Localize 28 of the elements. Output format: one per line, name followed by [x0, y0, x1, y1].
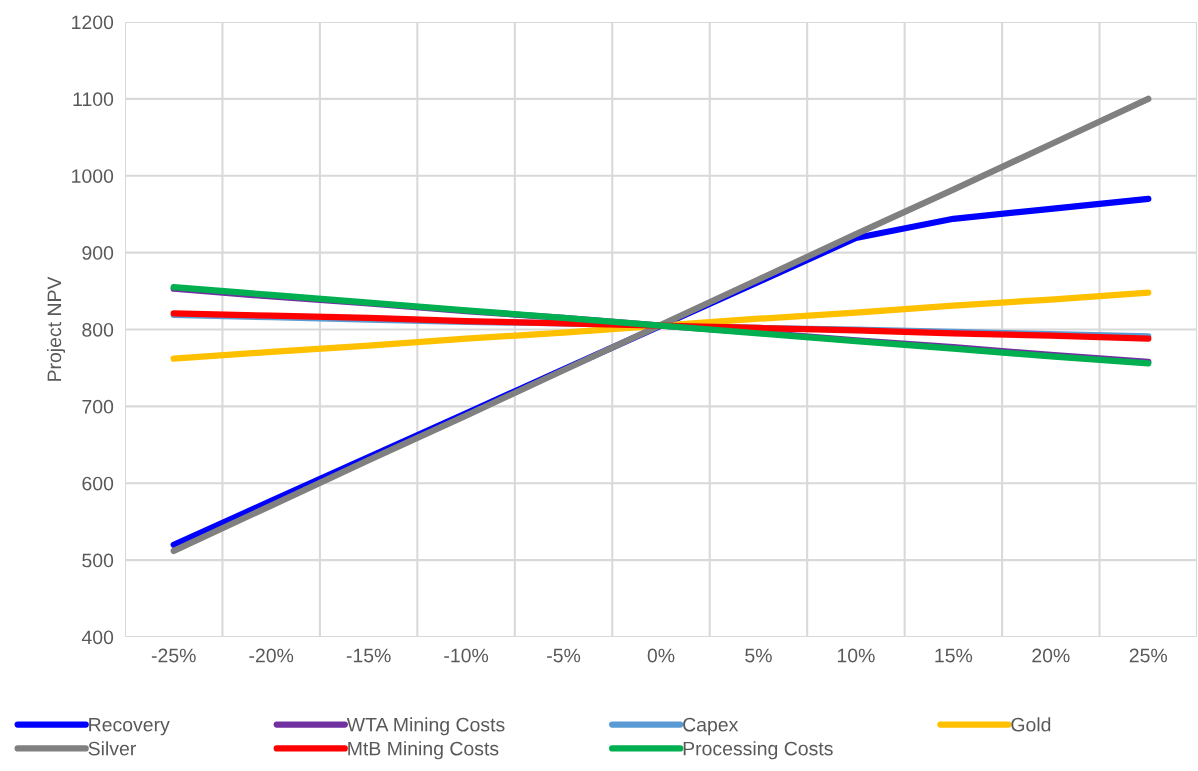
legend-label: Processing Costs [683, 741, 833, 760]
y-axis-title: Project NPV [46, 276, 66, 381]
legend-label: Recovery [89, 717, 170, 736]
y-tick-label: 700 [82, 399, 114, 414]
x-tick-label: -5% [547, 648, 581, 663]
x-tick-label: -15% [346, 648, 391, 663]
legend-label: MtB Mining Costs [348, 741, 499, 760]
y-tick-label: 1100 [73, 92, 114, 107]
x-tick-label: 25% [1129, 648, 1168, 663]
x-tick-label: -10% [444, 648, 489, 663]
y-tick-label: 1000 [72, 169, 114, 183]
x-tick-label: 0% [647, 648, 675, 663]
x-tick-label: -20% [249, 648, 294, 663]
y-tick-label: 900 [82, 246, 114, 260]
legend-label: Capex [683, 717, 739, 736]
x-tick-label: -25% [151, 648, 196, 663]
y-tick-label: 800 [82, 322, 114, 337]
x-tick-label: 15% [935, 648, 973, 663]
x-tick-label: 10% [837, 648, 875, 663]
legend-label: Gold [1011, 717, 1051, 732]
y-tick-label: 600 [82, 476, 114, 491]
y-tick-label: 400 [81, 630, 114, 645]
legend-label: Silver [88, 741, 136, 756]
legend-label: WTA Mining Costs [346, 717, 505, 736]
y-tick-label: 1200 [72, 15, 114, 30]
x-tick-label: 5% [745, 648, 772, 663]
x-tick-label: 20% [1032, 648, 1070, 663]
y-tick-label: 500 [82, 553, 114, 568]
